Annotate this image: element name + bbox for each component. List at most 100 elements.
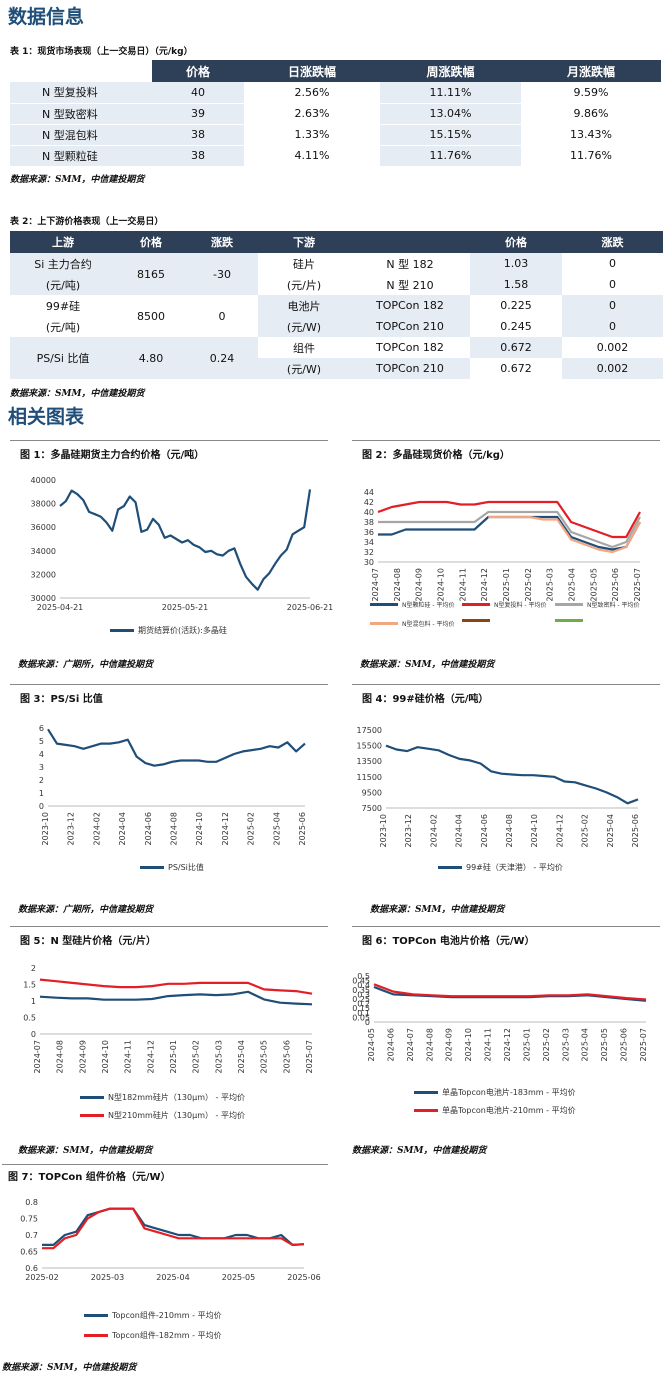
- x-tick-label: 2024-12: [221, 812, 230, 845]
- table-row: N 型混包料 38 1.33% 15.15% 13.43%: [10, 124, 661, 146]
- x-tick-label: 2025-01: [169, 1040, 178, 1073]
- x-tick-label: 2024-09: [415, 568, 424, 601]
- table-cell: 0.245: [470, 316, 562, 337]
- x-tick-label: 2024-02: [429, 814, 438, 847]
- table-cell: 11.11%: [380, 82, 521, 104]
- table-row: (元/吨) (元/W) TOPCon 210 0.245 0: [10, 316, 663, 337]
- figure-title: 图 3：PS/Si 比值: [20, 694, 103, 705]
- y-tick-label: 0.4: [357, 981, 370, 990]
- x-tick-label: 2024-06: [480, 814, 489, 847]
- figure-title: 图 7：TOPCon 组件价格（元/W）: [8, 1172, 171, 1183]
- legend-swatch: [555, 603, 583, 606]
- series-line: [373, 983, 647, 1001]
- y-tick-label: 6: [39, 724, 44, 733]
- y-tick-label: 0.5: [23, 1014, 36, 1023]
- y-tick-label: 34000: [31, 547, 56, 556]
- x-tick-label: 2025-02: [542, 1028, 551, 1061]
- legend-swatch: [110, 629, 134, 632]
- figure-title: 图 1：多晶硅期货主力合约价格（元/吨）: [20, 450, 205, 461]
- table-cell: 38: [152, 124, 244, 146]
- legend-swatch: [80, 1114, 104, 1117]
- series-line: [39, 978, 313, 995]
- table-cell: PS/Si 比值: [10, 337, 116, 379]
- table-cell: 2.63%: [244, 103, 380, 125]
- y-tick-label: 0.65: [20, 1248, 38, 1257]
- table-cell: TOPCon 210: [350, 358, 470, 379]
- x-tick-label: 2024-11: [124, 1040, 133, 1073]
- x-tick-label: 2024-10: [464, 1028, 473, 1061]
- y-tick-label: 0.1: [357, 1009, 370, 1018]
- x-tick-label: 2024-04: [455, 814, 464, 847]
- series-line: [385, 744, 639, 805]
- legend-swatch: [462, 619, 490, 622]
- table-row: (元/吨) (元/片) N 型 210 1.58 0: [10, 274, 663, 295]
- legend-label: N型复投料 - 平均价: [494, 602, 547, 609]
- x-tick-label: 2025-07: [305, 1040, 314, 1073]
- x-tick-label: 2025-02: [247, 812, 256, 845]
- table-cell: 9.59%: [521, 82, 661, 104]
- y-tick-label: 0.6: [25, 1264, 38, 1273]
- legend-label: PS/Si比值: [168, 863, 204, 872]
- table-cell: 99#硅: [10, 295, 116, 316]
- table-cell: Si 主力合约: [10, 253, 116, 274]
- table-cell: N 型颗粒硅: [10, 145, 152, 167]
- x-tick-label: 2024-08: [505, 814, 514, 847]
- figure-source: 数据来源：SMM，中信建投期货: [2, 1363, 137, 1373]
- x-tick-label: 2024-10: [530, 814, 539, 847]
- y-tick-label: 0.25: [352, 995, 370, 1004]
- legend-item: Topcon组件-182mm - 平均价: [84, 1330, 222, 1341]
- y-tick-label: 0.15: [352, 1004, 370, 1013]
- series-line: [378, 510, 641, 549]
- x-tick-label: 2024-08: [56, 1040, 65, 1073]
- table-cell: 1.03: [470, 253, 562, 274]
- table-cell: N 型致密料: [10, 103, 152, 125]
- y-tick-label: 42: [364, 498, 374, 507]
- figure-panel: [352, 684, 660, 685]
- x-tick-label: 2025-01: [522, 1028, 531, 1061]
- legend-item: 单晶Topcon电池片-210mm - 平均价: [414, 1105, 576, 1116]
- x-tick-label: 2024-11: [484, 1028, 493, 1061]
- y-tick-label: 0.5: [357, 972, 370, 981]
- table-cell: 40: [152, 82, 244, 104]
- y-tick-label: 3: [39, 763, 44, 772]
- x-tick-label: 2023-10: [41, 812, 50, 845]
- legend-label: N型致密料 - 平均价: [587, 602, 640, 609]
- figure-source: 数据来源：SMM，中信建投期货: [18, 1146, 153, 1156]
- x-tick-label: 2024-08: [170, 812, 179, 845]
- x-tick-label: 2025-05: [260, 1040, 269, 1073]
- table-cell: 38: [152, 145, 244, 167]
- legend-swatch: [84, 1334, 108, 1337]
- figure-panel: [352, 926, 660, 927]
- x-tick-label: 2024-06: [386, 1028, 395, 1061]
- table1-header: 周涨跌幅: [380, 60, 521, 82]
- table-cell: 8165: [116, 253, 186, 295]
- table-cell: 8500: [116, 295, 186, 337]
- y-tick-label: 17500: [357, 726, 382, 735]
- y-tick-label: 30: [364, 558, 374, 567]
- x-tick-label: 2025-06: [620, 1028, 629, 1061]
- table-cell: 13.43%: [521, 124, 661, 146]
- legend-label: 单晶Topcon电池片-210mm - 平均价: [442, 1106, 576, 1115]
- table-row: PS/Si 比值 4.80 0.24 组件 TOPCon 182 0.672 0…: [10, 337, 663, 379]
- figure-source: 数据来源：SMM，中信建投期货: [370, 905, 505, 915]
- y-tick-label: 15500: [357, 742, 382, 751]
- x-tick-label: 2025-06: [298, 812, 307, 845]
- x-tick-label: 2024-09: [445, 1028, 454, 1061]
- x-tick-label: 2025-05: [600, 1028, 609, 1061]
- table-cell: 硅片: [258, 253, 350, 274]
- table2-header: 下游: [258, 231, 350, 253]
- y-tick-label: 4: [39, 750, 44, 759]
- table-cell: 9.86%: [521, 103, 661, 125]
- x-tick-label: 2025-04: [568, 568, 577, 601]
- table-cell: (元/吨): [10, 316, 116, 337]
- x-tick-label: 2024-09: [78, 1040, 87, 1073]
- series-line: [39, 990, 313, 1006]
- x-tick-label: 2025-06: [287, 1273, 320, 1282]
- figure-source: 数据来源：SMM，中信建投期货: [360, 660, 495, 670]
- series-line: [488, 515, 641, 554]
- legend-label: 99#硅（天津港） - 平均价: [466, 863, 563, 872]
- figure-title: 图 6：TOPCon 电池片价格（元/W）: [362, 936, 535, 947]
- legend-item: N型颗粒硅 - 平均价: [370, 600, 454, 609]
- y-tick-label: 36000: [31, 523, 56, 532]
